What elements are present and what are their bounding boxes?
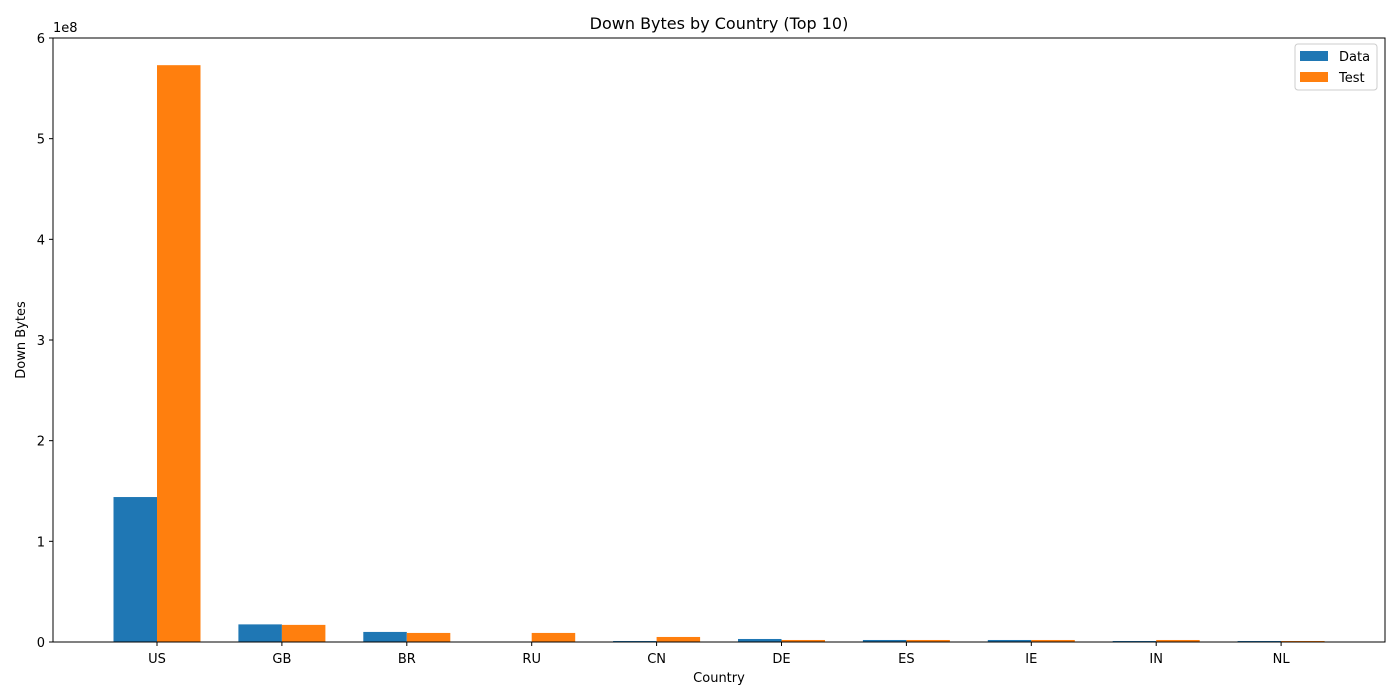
legend: Data Test bbox=[1294, 43, 1378, 91]
bar-test-ru bbox=[531, 632, 576, 642]
y-tick-label: 5 bbox=[37, 133, 45, 148]
bar-data-cn bbox=[613, 640, 657, 642]
bar-data-gb bbox=[238, 624, 282, 642]
bar-test-us bbox=[157, 65, 201, 643]
bar-data-in bbox=[1112, 640, 1157, 642]
bar-data-ie bbox=[987, 639, 1032, 642]
bar-data-br bbox=[363, 631, 407, 642]
y-axis-label: Down Bytes bbox=[14, 301, 29, 379]
x-tick-label: US bbox=[148, 652, 166, 667]
bar-data-us bbox=[113, 497, 157, 642]
x-tick-label: IE bbox=[1025, 652, 1037, 667]
chart-title: Down Bytes by Country (Top 10) bbox=[590, 14, 849, 33]
bar-test-cn bbox=[656, 636, 701, 642]
bar-test-de bbox=[781, 639, 825, 642]
x-tick-label: BR bbox=[398, 652, 416, 667]
bar-data-de bbox=[738, 638, 782, 642]
y-axis-ticks: 0 1 2 3 4 5 6 bbox=[37, 32, 53, 651]
legend-label-data: Data bbox=[1339, 50, 1370, 65]
x-tick-label: DE bbox=[772, 652, 790, 667]
title-group: Down Bytes by Country (Top 10) bbox=[590, 14, 849, 33]
y-tick-label: 6 bbox=[37, 32, 45, 47]
bars-group bbox=[113, 65, 1325, 643]
x-axis-ticks: US GB BR RU CN DE ES IE IN NL bbox=[148, 642, 1290, 667]
bar-test-nl bbox=[1281, 640, 1325, 642]
x-tick-label: NL bbox=[1273, 652, 1291, 667]
y-offset-label: 1e8 bbox=[53, 21, 78, 36]
y-tick-label: 2 bbox=[37, 435, 45, 450]
bar-test-gb bbox=[281, 624, 326, 642]
legend-swatch-test bbox=[1300, 72, 1328, 82]
x-axis-label: Country bbox=[693, 671, 745, 686]
plot-frame bbox=[52, 37, 1386, 643]
bar-data-nl bbox=[1237, 640, 1282, 642]
y-tick-label: 4 bbox=[37, 233, 45, 248]
x-tick-label: CN bbox=[647, 652, 666, 667]
x-tick-label: GB bbox=[272, 652, 291, 667]
bar-test-ie bbox=[1031, 639, 1075, 642]
x-tick-label: RU bbox=[522, 652, 541, 667]
bar-test-in bbox=[1156, 639, 1200, 642]
y-tick-label: 0 bbox=[37, 636, 45, 651]
bar-data-es bbox=[862, 639, 907, 642]
y-tick-label: 1 bbox=[37, 535, 45, 550]
bar-test-es bbox=[906, 639, 950, 642]
x-tick-label: ES bbox=[898, 652, 914, 667]
legend-swatch-data bbox=[1300, 51, 1328, 61]
y-tick-label: 3 bbox=[37, 334, 45, 349]
x-tick-label: IN bbox=[1149, 652, 1163, 667]
bar-test-br bbox=[406, 632, 451, 642]
legend-label-test: Test bbox=[1338, 71, 1365, 86]
